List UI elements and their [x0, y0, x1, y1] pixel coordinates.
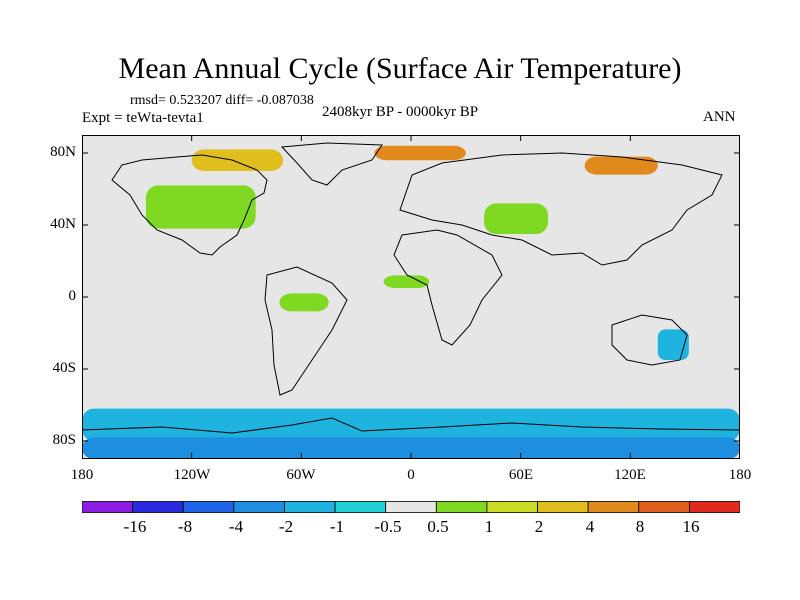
lon-tick-label: 60W: [286, 467, 316, 483]
antarctica-coast: [82, 417, 740, 434]
colorbar-label: -4: [228, 517, 244, 536]
north-america-coast: [111, 154, 268, 256]
experiment-label: Expt = teWta-tevta1: [82, 110, 204, 126]
colorbar-label: 2: [534, 517, 544, 536]
anomaly-amazon: [279, 293, 329, 312]
colorbar-box: [233, 501, 285, 513]
greenland-coast: [280, 142, 383, 186]
anomaly-sahel: [383, 275, 430, 288]
anomaly-layer: [82, 145, 740, 459]
anomaly-australia: [657, 329, 689, 360]
colorbar-box: [132, 501, 184, 513]
lon-tick-label: 180: [728, 467, 752, 483]
colorbar-label: -1: [329, 517, 345, 536]
chart-title: Mean Annual Cycle (Surface Air Temperatu…: [118, 52, 682, 85]
anomaly-antarctica-coast: [82, 437, 740, 459]
anomaly-greenland-sea: [374, 145, 466, 161]
colorbar-box: [284, 501, 336, 513]
colorbar-box: [587, 501, 640, 513]
colorbar-label: -8: [177, 517, 193, 536]
season-label: ANN: [703, 109, 736, 125]
colorbar-box: [638, 501, 690, 513]
colorbar-label: 0.5: [427, 517, 449, 536]
colorbar-label: -0.5: [374, 517, 402, 536]
lat-tick-label: 40N: [50, 216, 76, 232]
colorbar-label: 8: [635, 517, 645, 536]
colorbar-box: [435, 501, 488, 513]
lat-tick-label: 40S: [52, 360, 76, 376]
colorbar-box: [537, 501, 589, 513]
colorbar-label: 4: [585, 517, 595, 536]
colorbar-label: -2: [278, 517, 294, 536]
colorbar-box: [385, 501, 437, 513]
lon-tick-label: 180: [70, 467, 94, 483]
anomaly-north-america: [145, 185, 256, 229]
australia-coast: [611, 314, 688, 366]
lat-tick-label: 0: [68, 288, 77, 304]
lon-tick-label: 120E: [614, 467, 646, 483]
colorbar-label: 1: [484, 517, 494, 536]
period-label: 2408kyr BP - 0000kyr BP: [322, 104, 479, 120]
coastlines: [82, 142, 740, 434]
lat-tick-label: 80S: [52, 432, 76, 448]
colorbar-box: [334, 501, 387, 513]
colorbar-label: 16: [682, 517, 700, 536]
lat-tick-label: 80N: [50, 144, 76, 160]
colorbar: [82, 501, 740, 513]
lon-tick-label: 120W: [173, 467, 211, 483]
lon-tick-label: 60E: [508, 467, 534, 483]
lon-tick-label: 0: [407, 467, 415, 483]
stats-text: rmsd= 0.523207 diff= -0.087038: [130, 93, 314, 108]
world-map: [82, 135, 740, 459]
colorbar-box: [688, 501, 740, 513]
colorbar-box: [486, 501, 538, 513]
south-america-coast: [264, 266, 348, 396]
anomaly-canadian-arctic: [191, 149, 284, 171]
africa-coast: [393, 229, 503, 346]
colorbar-box: [82, 501, 134, 513]
anomaly-siberia: [584, 156, 658, 175]
colorbar-label: -16: [123, 517, 147, 536]
eurasia-coast: [399, 152, 723, 266]
anomaly-southern-ocean-band: [82, 408, 740, 441]
anomaly-central-asia: [484, 203, 549, 234]
colorbar-box: [182, 501, 235, 513]
